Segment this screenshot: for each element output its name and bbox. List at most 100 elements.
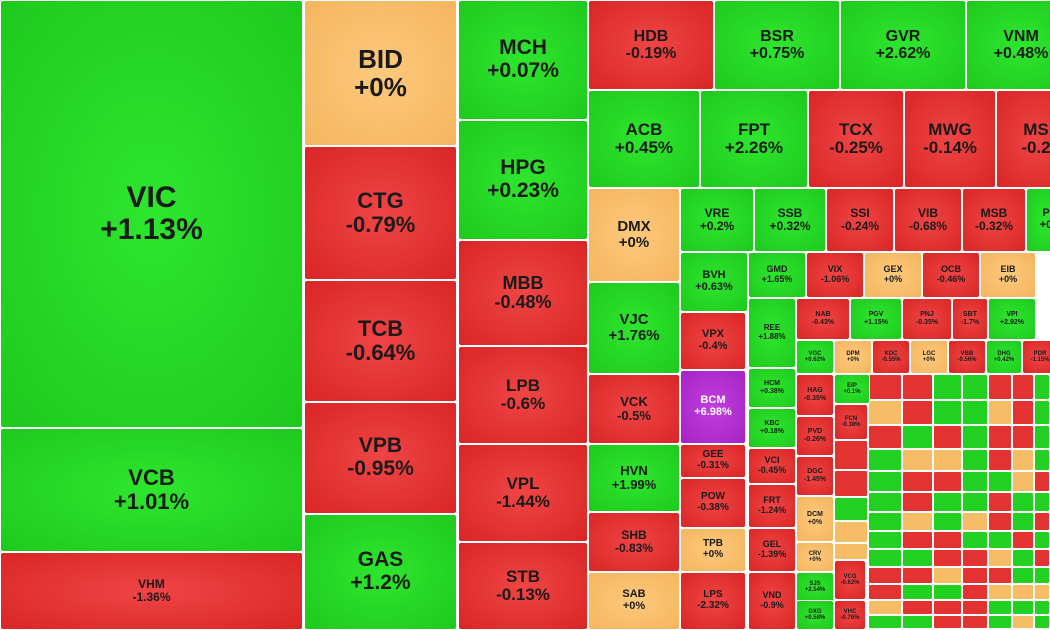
stock-tile-mch[interactable]: MCH +0.07%: [458, 0, 588, 120]
small-stock-tile[interactable]: [962, 425, 988, 449]
small-stock-tile[interactable]: [988, 531, 1012, 549]
small-stock-tile[interactable]: [933, 549, 962, 567]
stock-tile-pdr[interactable]: PDR -1.15%: [1022, 340, 1050, 374]
stock-tile-vib[interactable]: VIB -0.68%: [894, 188, 962, 252]
small-stock-tile[interactable]: [1034, 531, 1050, 549]
small-stock-tile[interactable]: [868, 584, 902, 600]
stock-tile-vbb[interactable]: VBB -0.56%: [948, 340, 986, 374]
small-stock-tile[interactable]: [868, 425, 902, 449]
stock-tile-hcm[interactable]: HCM +0.38%: [748, 368, 796, 408]
small-stock-tile[interactable]: [902, 549, 933, 567]
small-stock-tile[interactable]: [868, 531, 902, 549]
small-stock-tile[interactable]: [834, 543, 868, 560]
small-stock-tile[interactable]: [962, 449, 988, 471]
small-stock-tile[interactable]: [902, 531, 933, 549]
stock-tile-vjc[interactable]: VJC +1.76%: [588, 282, 680, 374]
small-stock-tile[interactable]: [1012, 512, 1034, 531]
small-stock-tile[interactable]: [1034, 549, 1050, 567]
stock-tile-hpg[interactable]: HPG +0.23%: [458, 120, 588, 240]
small-stock-tile[interactable]: [1012, 615, 1034, 629]
small-stock-tile[interactable]: [962, 584, 988, 600]
small-stock-tile[interactable]: [933, 584, 962, 600]
stock-tile-vpb[interactable]: VPB -0.95%: [304, 402, 457, 514]
small-stock-tile[interactable]: [988, 449, 1012, 471]
stock-tile-dhg[interactable]: DHG +0.42%: [986, 340, 1022, 374]
small-stock-tile[interactable]: [902, 471, 933, 492]
stock-tile-tcx[interactable]: TCX -0.25%: [808, 90, 904, 188]
small-stock-tile[interactable]: [902, 449, 933, 471]
stock-tile-pnj[interactable]: PNJ -0.35%: [902, 298, 952, 340]
stock-tile-mbb[interactable]: MBB -0.48%: [458, 240, 588, 346]
stock-tile-mwg[interactable]: MWG -0.14%: [904, 90, 996, 188]
small-stock-tile[interactable]: [988, 471, 1012, 492]
stock-tile-vpi[interactable]: VPI +2.92%: [988, 298, 1036, 340]
small-stock-tile[interactable]: [1012, 584, 1034, 600]
small-stock-tile[interactable]: [933, 425, 962, 449]
small-stock-tile[interactable]: [868, 615, 902, 629]
stock-tile-pvd[interactable]: PVD -0.26%: [796, 416, 834, 456]
small-stock-tile[interactable]: [1034, 512, 1050, 531]
stock-tile-fpt[interactable]: FPT +2.26%: [700, 90, 808, 188]
small-stock-tile[interactable]: [933, 615, 962, 629]
stock-tile-sbt[interactable]: SBT -1.7%: [952, 298, 988, 340]
small-stock-tile[interactable]: [933, 492, 962, 512]
small-stock-tile[interactable]: [902, 584, 933, 600]
stock-tile-hag[interactable]: HAG -0.35%: [796, 374, 834, 416]
small-stock-tile[interactable]: [868, 549, 902, 567]
small-stock-tile[interactable]: [1012, 425, 1034, 449]
small-stock-tile[interactable]: [962, 492, 988, 512]
small-stock-tile[interactable]: [933, 471, 962, 492]
stock-tile-pgv[interactable]: PGV +1.15%: [850, 298, 902, 340]
stock-tile-ctg[interactable]: CTG -0.79%: [304, 146, 457, 280]
stock-tile-ssi[interactable]: SSI -0.24%: [826, 188, 894, 252]
small-stock-tile[interactable]: [1012, 531, 1034, 549]
small-stock-tile[interactable]: [902, 400, 933, 425]
stock-tile-gel[interactable]: GEL -1.39%: [748, 528, 796, 572]
small-stock-tile[interactable]: [962, 531, 988, 549]
small-stock-tile[interactable]: [962, 567, 988, 584]
stock-tile-dxg[interactable]: DXG +0.58%: [796, 600, 834, 630]
stock-tile-sab[interactable]: SAB +0%: [588, 572, 680, 630]
stock-tile-vre[interactable]: VRE +0.2%: [680, 188, 754, 252]
small-stock-tile[interactable]: [834, 470, 868, 497]
stock-tile-bid[interactable]: BID +0%: [304, 0, 457, 146]
stock-tile-vnd[interactable]: VND -0.9%: [748, 572, 796, 630]
small-stock-tile[interactable]: [834, 497, 868, 521]
stock-tile-dpm[interactable]: DPM +0%: [834, 340, 872, 374]
small-stock-tile[interactable]: [1012, 449, 1034, 471]
small-stock-tile[interactable]: [868, 492, 902, 512]
stock-tile-vck[interactable]: VCK -0.5%: [588, 374, 680, 444]
small-stock-tile[interactable]: [1012, 567, 1034, 584]
stock-tile-gvr[interactable]: GVR +2.62%: [840, 0, 966, 90]
stock-tile-msb[interactable]: MSB -0.32%: [962, 188, 1026, 252]
stock-tile-vnm[interactable]: VNM +0.48%: [966, 0, 1050, 90]
stock-tile-shb[interactable]: SHB -0.83%: [588, 512, 680, 572]
stock-tile-tpb[interactable]: TPB +0%: [680, 528, 746, 572]
small-stock-tile[interactable]: [988, 567, 1012, 584]
small-stock-tile[interactable]: [1034, 567, 1050, 584]
stock-tile-vic[interactable]: VIC +1.13%: [0, 0, 303, 428]
stock-tile-frt[interactable]: FRT -1.24%: [748, 484, 796, 528]
small-stock-tile[interactable]: [933, 512, 962, 531]
small-stock-tile[interactable]: [902, 425, 933, 449]
stock-tile-sjs[interactable]: SJS +2.54%: [796, 572, 834, 602]
stock-tile-ocb[interactable]: OCB -0.46%: [922, 252, 980, 298]
small-stock-tile[interactable]: [1034, 449, 1050, 471]
stock-tile-acb[interactable]: ACB +0.45%: [588, 90, 700, 188]
stock-tile-lgc[interactable]: LGC +0%: [910, 340, 948, 374]
small-stock-tile[interactable]: [1034, 400, 1050, 425]
stock-tile-hvn[interactable]: HVN +1.99%: [588, 444, 680, 512]
stock-tile-dgc[interactable]: DGC -1.45%: [796, 456, 834, 496]
stock-tile-ree[interactable]: REE +1.88%: [748, 298, 796, 368]
stock-tile-bcm[interactable]: BCM +6.98%: [680, 370, 746, 444]
stock-tile-vhc[interactable]: VHC -0.76%: [834, 600, 866, 630]
small-stock-tile[interactable]: [988, 549, 1012, 567]
stock-tile-gee[interactable]: GEE -0.31%: [680, 444, 746, 478]
small-stock-tile[interactable]: [1012, 549, 1034, 567]
small-stock-tile[interactable]: [834, 440, 868, 470]
stock-tile-crv[interactable]: CRV +0%: [796, 542, 834, 572]
small-stock-tile[interactable]: [962, 549, 988, 567]
small-stock-tile[interactable]: [902, 492, 933, 512]
stock-tile-lpb[interactable]: LPB -0.6%: [458, 346, 588, 444]
small-stock-tile[interactable]: [1012, 492, 1034, 512]
